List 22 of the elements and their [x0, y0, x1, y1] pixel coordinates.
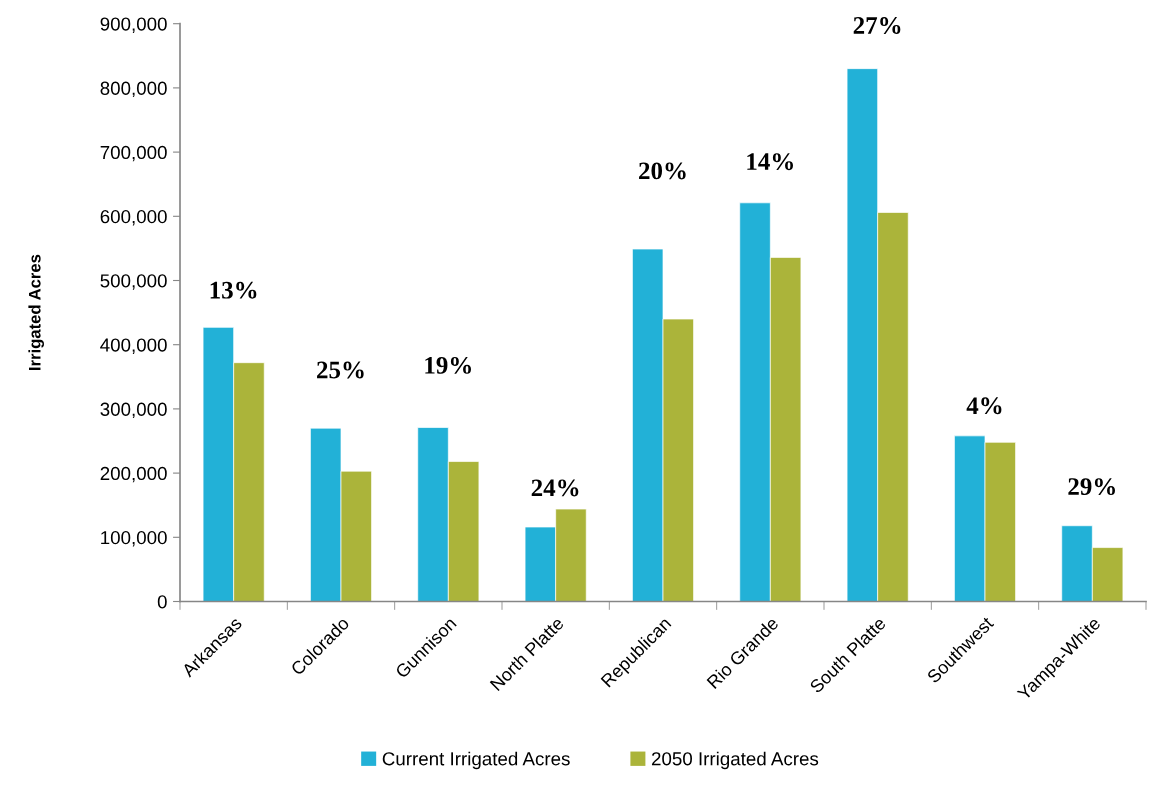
- y-tick-label: 100,000: [101, 531, 167, 547]
- annotation: 4%: [966, 397, 1002, 415]
- annotation: 27%: [853, 17, 901, 34]
- annotation: 20%: [639, 162, 686, 180]
- annotation: 14%: [747, 153, 793, 171]
- y-tick-label: 800,000: [100, 81, 167, 98]
- y-tick-label: 700,000: [100, 145, 167, 162]
- annotation: 13%: [210, 281, 257, 299]
- y-axis-title: Irrigated Acres: [28, 254, 44, 370]
- y-tick-label: 500,000: [100, 274, 167, 290]
- annotation: 24%: [531, 479, 579, 497]
- legend-label: Current Irrigated Acres: [382, 751, 570, 770]
- y-tick-label: 400,000: [100, 338, 167, 354]
- y-tick-label: 300,000: [100, 402, 167, 419]
- legend-label: 2050 Irrigated Acres: [651, 751, 819, 770]
- annotation: 19%: [425, 356, 471, 374]
- y-tick-label: 600,000: [100, 210, 167, 226]
- annotation: 25%: [317, 361, 364, 379]
- y-tick-label: 200,000: [100, 466, 167, 483]
- y-tick-label: 0: [157, 595, 167, 609]
- annotation: 29%: [1068, 478, 1115, 496]
- y-tick-label: 900,000: [100, 17, 167, 33]
